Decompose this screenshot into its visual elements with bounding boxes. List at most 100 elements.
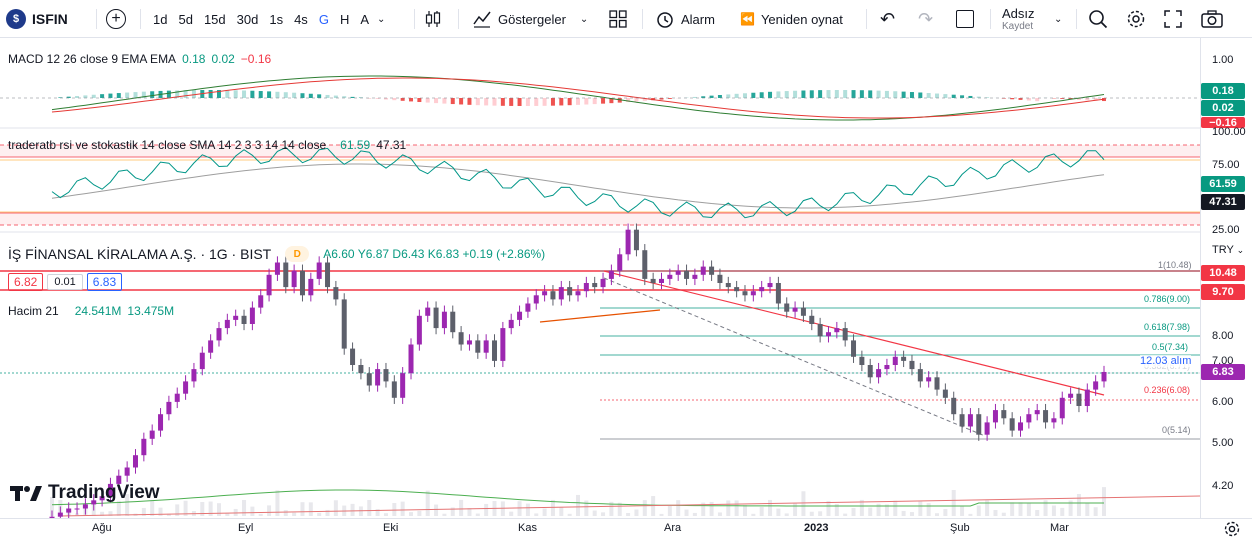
macd-histogram-bar: [1026, 98, 1031, 101]
layout-name-button[interactable]: Adsız Kaydet: [1002, 6, 1062, 34]
candle-body: [851, 340, 857, 357]
macd-histogram-bar: [233, 90, 238, 98]
interval-1d[interactable]: 1d: [153, 11, 168, 27]
volume-bar: [283, 510, 288, 516]
alarm-button[interactable]: Alarm: [655, 0, 715, 38]
fullscreen-layout-button[interactable]: [956, 0, 974, 38]
chart-canvas[interactable]: [0, 38, 1200, 518]
macd-histogram-bar: [250, 90, 255, 98]
square-icon: [956, 10, 974, 28]
price-axis[interactable]: [1200, 38, 1252, 518]
currency-button[interactable]: TRY ⌄: [1212, 244, 1244, 256]
candle-body: [600, 278, 606, 288]
volume-bar: [1068, 500, 1073, 516]
compare-button[interactable]: +: [106, 0, 126, 38]
alarm-label: Alarm: [681, 11, 715, 27]
search-button[interactable]: [1088, 0, 1108, 38]
candle-body: [967, 414, 973, 427]
redo-button[interactable]: ↷: [918, 0, 933, 38]
volume-bar: [859, 499, 864, 516]
macd-histogram-bar: [258, 91, 263, 98]
interval-15d[interactable]: 15d: [203, 11, 226, 27]
volume-bar: [525, 503, 530, 516]
tradingview-logo[interactable]: TradingView: [10, 482, 160, 504]
candle-body: [617, 254, 623, 271]
macd-histogram-bar: [133, 92, 138, 98]
volume-bar: [100, 511, 105, 516]
fullscreen-button[interactable]: [1164, 0, 1182, 38]
candle-body: [325, 262, 331, 288]
candle-body: [709, 266, 715, 275]
chart-type-button[interactable]: [424, 0, 442, 38]
volume-bar: [1035, 510, 1040, 516]
undo-button[interactable]: ↶: [880, 0, 895, 38]
volume-bar: [242, 500, 247, 516]
candle-body: [174, 393, 180, 402]
candle-body: [984, 422, 990, 435]
macd-histogram-bar: [534, 98, 539, 106]
macd-histogram-bar: [517, 98, 522, 106]
macd-histogram-bar: [1018, 98, 1023, 100]
rsi-legend[interactable]: traderatb rsi ve stokastik 14 close SMA …: [8, 138, 406, 152]
macd-histogram-bar: [242, 90, 247, 98]
macd-histogram-bar: [141, 91, 146, 98]
price-axis-8: 8.00: [1212, 330, 1234, 342]
candle-body: [1101, 371, 1107, 382]
candle-body: [884, 365, 890, 370]
candle-body: [567, 287, 573, 296]
chevron-down-icon[interactable]: ⌄: [579, 13, 589, 25]
ask-price[interactable]: 6.83: [86, 273, 123, 291]
xaxis-label-2023: 2023: [804, 522, 829, 534]
interval-30d[interactable]: 30d: [236, 11, 259, 27]
macd-axis-label: 1.00: [1212, 54, 1234, 66]
replay-button[interactable]: ⏪ Yeniden oynat: [740, 0, 843, 38]
macd-histogram-bar: [350, 96, 355, 98]
candle-body: [725, 283, 731, 288]
volume-bar: [843, 513, 848, 516]
interval-4s[interactable]: 4s: [294, 11, 308, 27]
macd-histogram-bar: [467, 98, 472, 105]
macd-histogram-bar: [985, 97, 990, 98]
layout-menu-button[interactable]: ⌄: [1054, 0, 1062, 38]
tradingview-logo-icon: [10, 486, 42, 501]
macd-histogram-bar: [434, 98, 439, 104]
macd-histogram-bar: [809, 90, 814, 98]
macd-signal-line: [51, 77, 1105, 119]
interval-a[interactable]: A: [360, 11, 369, 27]
volume-bar: [642, 500, 647, 516]
time-axis[interactable]: [0, 518, 1252, 546]
interval-h[interactable]: H: [339, 11, 350, 27]
main-legend[interactable]: İŞ FİNANSAL KİRALAMA A.Ş. · 1G · BIST D …: [8, 246, 545, 262]
volume-bar: [225, 513, 230, 516]
candle-body: [124, 467, 130, 476]
trend-line-dashed: [603, 277, 986, 437]
candle-body: [149, 430, 155, 439]
volume-bar: [918, 501, 923, 516]
symbol-search[interactable]: $ ISFIN: [6, 0, 68, 38]
xaxis-label-mar: Mar: [1050, 522, 1069, 534]
macd-histogram-bar: [392, 98, 397, 101]
rsi-oversold-band: [0, 213, 1200, 225]
screenshot-button[interactable]: [1201, 0, 1223, 38]
indicators-button[interactable]: Göstergeler ⌄: [472, 0, 588, 38]
macd-legend[interactable]: MACD 12 26 close 9 EMA EMA 0.18 0.02 −0.…: [8, 52, 271, 66]
interval-1s[interactable]: 1s: [269, 11, 284, 27]
interval-5d[interactable]: 5d: [178, 11, 193, 27]
volume-bar: [776, 508, 781, 516]
templates-button[interactable]: [609, 0, 627, 38]
macd-histogram-bar: [884, 90, 889, 98]
time-axis-settings-button[interactable]: [1223, 520, 1241, 543]
volume-legend[interactable]: Hacim 21 24.541M 13.475M: [8, 304, 174, 318]
bid-ask: 6.82 0.01 6.83: [8, 273, 123, 291]
volume-bar: [951, 490, 956, 516]
volume-bar: [150, 499, 155, 516]
candle-body: [233, 315, 239, 320]
chevron-down-icon[interactable]: ⌄: [377, 13, 386, 25]
volume-bar: [759, 506, 764, 516]
interval-g[interactable]: G: [318, 11, 329, 27]
volume-bar: [141, 507, 146, 516]
rsi-axis-100: 100.00: [1212, 126, 1246, 138]
settings-button[interactable]: [1126, 0, 1146, 38]
bid-price[interactable]: 6.82: [8, 273, 44, 291]
alarm-line-label[interactable]: 12.03 alım: [1140, 355, 1192, 367]
